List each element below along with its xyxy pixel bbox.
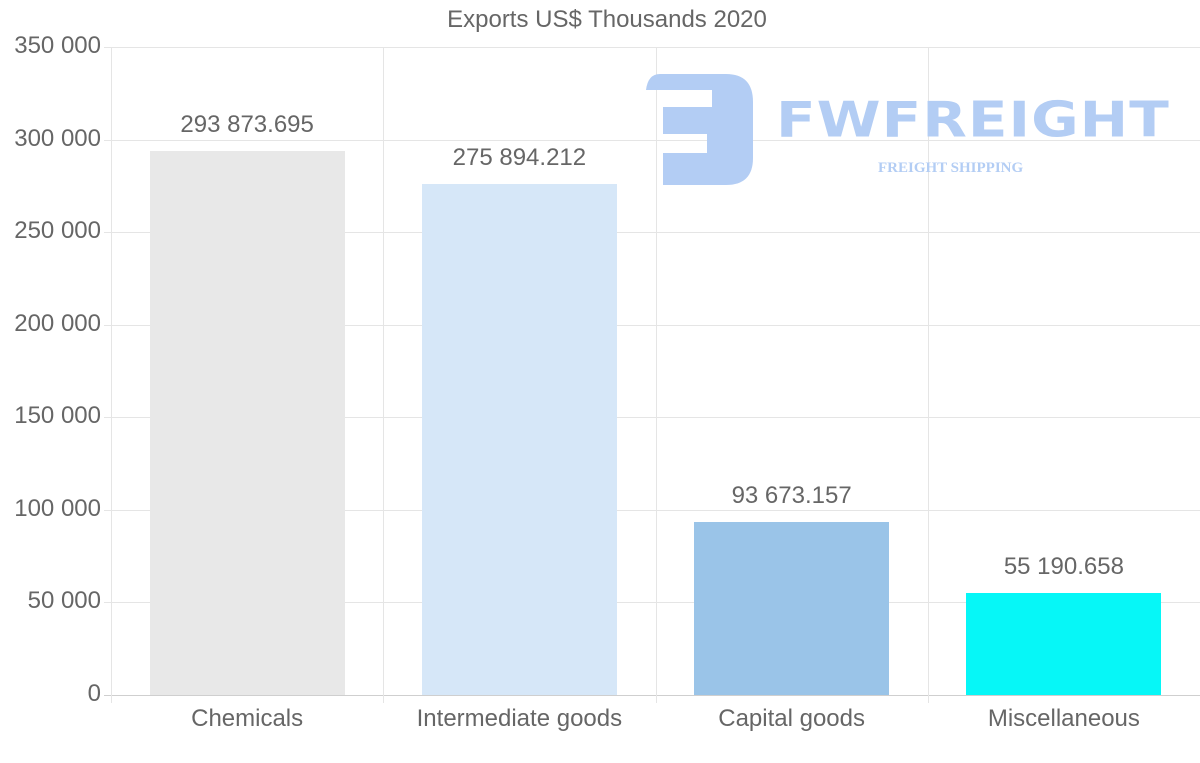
y-tick-label: 50 000: [27, 587, 101, 615]
y-gridline: [104, 417, 1200, 419]
x-gridline: [927, 47, 929, 703]
y-tick-label: 100 000: [14, 494, 101, 522]
y-tick-label: 0: [87, 680, 101, 707]
y-gridline: [104, 232, 1200, 234]
bar-chemicals[interactable]: [149, 150, 345, 695]
y-gridline: [104, 602, 1200, 604]
bar-value-label: 55 190.658: [1003, 552, 1124, 580]
bar-capital-goods[interactable]: [694, 521, 890, 695]
x-gridline: [383, 47, 385, 703]
y-gridline: [104, 47, 1200, 48]
bar-intermediate-goods[interactable]: [421, 184, 617, 695]
x-gridline: [111, 47, 112, 703]
y-tick-label: 350 000: [14, 32, 101, 59]
bar-miscellaneous[interactable]: [966, 592, 1162, 695]
y-gridline: [104, 695, 1200, 696]
y-gridline: [104, 139, 1200, 141]
x-tick-label: Chemicals: [191, 705, 304, 732]
bar-value-label: 293 873.695: [180, 110, 314, 138]
plot-area: 293 873.695 275 894.212 93 673.157 55 190.6…: [104, 47, 1200, 703]
x-tick-label: Intermediate goods: [416, 705, 623, 732]
bar-value-label: 93 673.157: [731, 481, 852, 509]
y-gridline: [104, 324, 1200, 326]
chart-title: Exports US$ Thousands 2020: [447, 6, 767, 33]
y-tick-label: 200 000: [14, 309, 101, 337]
y-tick-label: 250 000: [14, 217, 101, 245]
bar-value-label: 275 894.212: [452, 144, 587, 172]
y-gridline: [104, 509, 1200, 511]
x-gridline: [655, 47, 657, 703]
y-tick-label: 150 000: [14, 402, 101, 430]
x-tick-label: Miscellaneous: [987, 705, 1140, 732]
x-tick-label: Capital goods: [718, 705, 865, 732]
y-tick-label: 300 000: [14, 124, 101, 152]
